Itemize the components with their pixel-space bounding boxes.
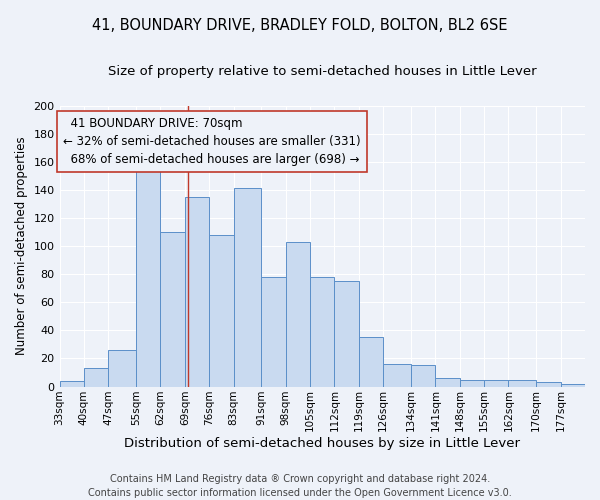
Bar: [136, 170, 160, 386]
Bar: [436, 378, 460, 386]
Text: 41, BOUNDARY DRIVE, BRADLEY FOLD, BOLTON, BL2 6SE: 41, BOUNDARY DRIVE, BRADLEY FOLD, BOLTON…: [92, 18, 508, 32]
Bar: [359, 338, 383, 386]
Bar: [484, 380, 508, 386]
Text: Contains HM Land Registry data ® Crown copyright and database right 2024.
Contai: Contains HM Land Registry data ® Crown c…: [88, 474, 512, 498]
Bar: [233, 188, 262, 386]
Bar: [262, 277, 286, 386]
Title: Size of property relative to semi-detached houses in Little Lever: Size of property relative to semi-detach…: [108, 65, 536, 78]
Bar: [84, 368, 108, 386]
Bar: [59, 381, 84, 386]
Y-axis label: Number of semi-detached properties: Number of semi-detached properties: [15, 136, 28, 356]
Bar: [108, 350, 136, 387]
Bar: [185, 197, 209, 386]
Bar: [460, 380, 484, 386]
Bar: [334, 281, 359, 386]
Bar: [286, 242, 310, 386]
Text: 41 BOUNDARY DRIVE: 70sqm
← 32% of semi-detached houses are smaller (331)
  68% o: 41 BOUNDARY DRIVE: 70sqm ← 32% of semi-d…: [63, 117, 361, 166]
X-axis label: Distribution of semi-detached houses by size in Little Lever: Distribution of semi-detached houses by …: [124, 437, 520, 450]
Bar: [411, 366, 436, 386]
Bar: [508, 380, 536, 386]
Bar: [383, 364, 411, 386]
Bar: [560, 384, 585, 386]
Bar: [160, 232, 185, 386]
Bar: [536, 382, 560, 386]
Bar: [310, 277, 334, 386]
Bar: [209, 235, 233, 386]
